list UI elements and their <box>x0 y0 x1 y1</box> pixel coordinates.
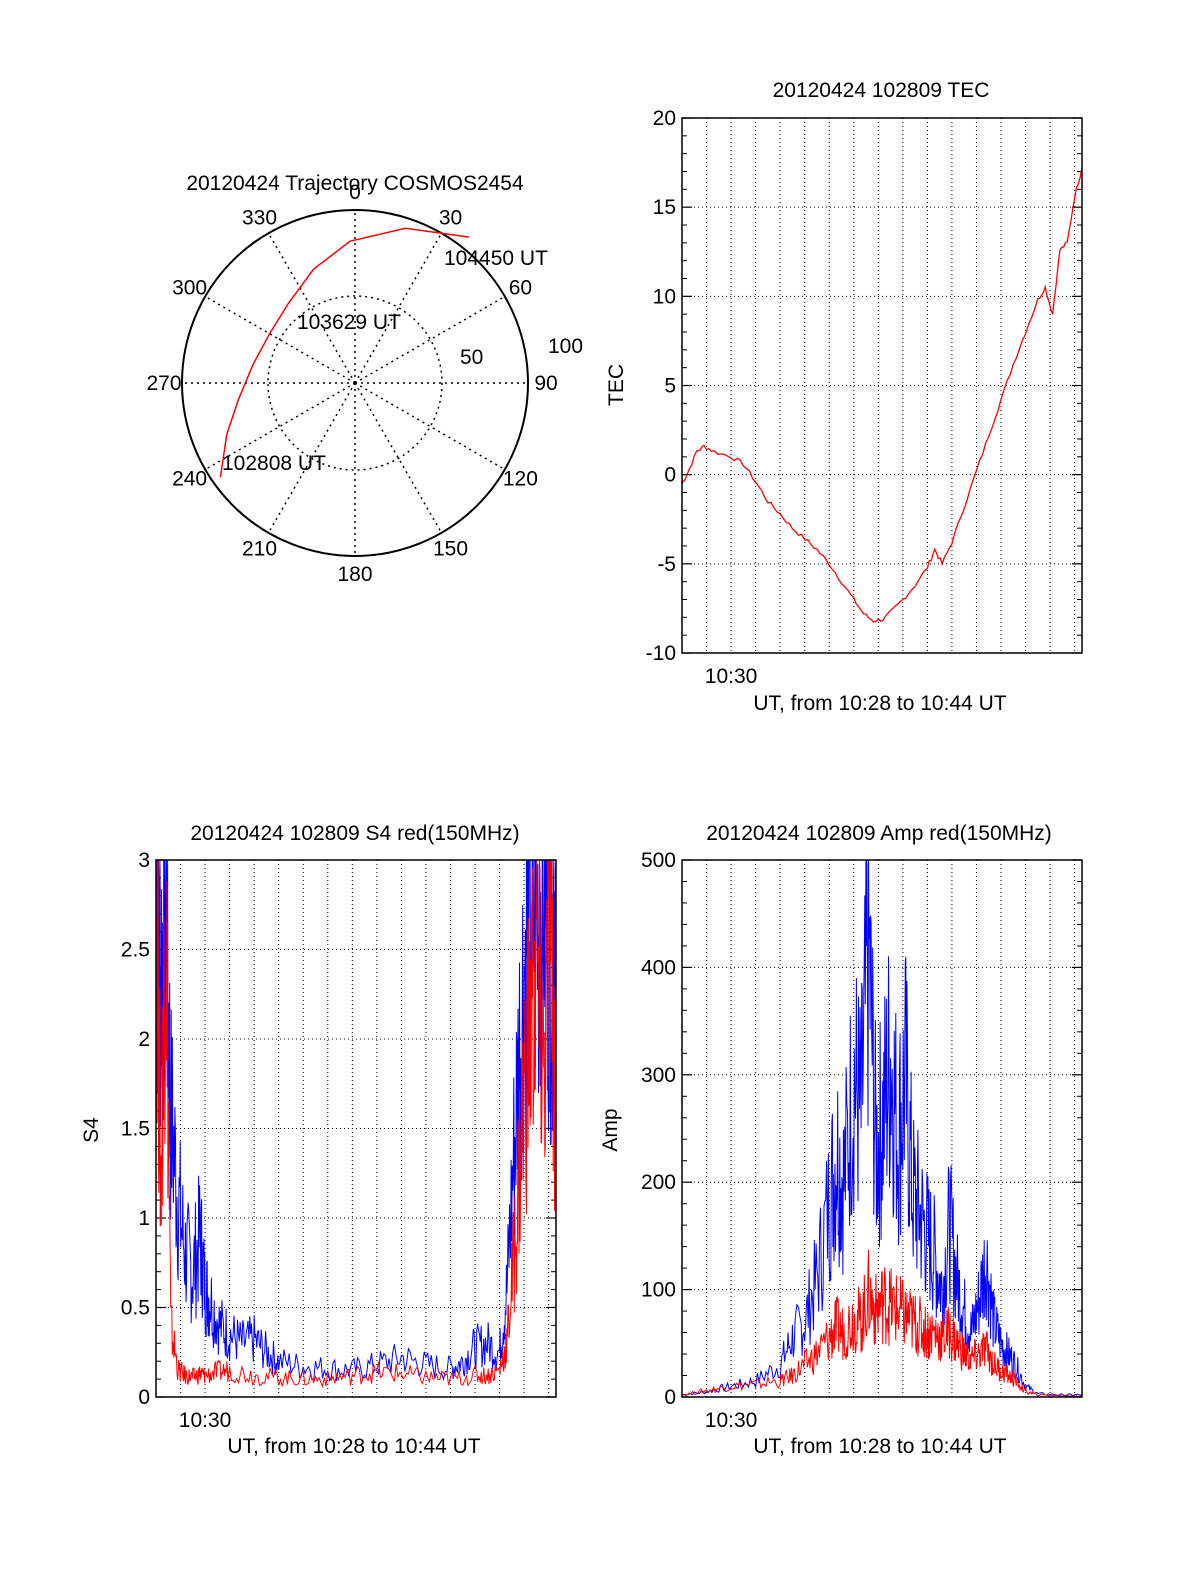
s4-ytick-label: 3 <box>138 849 150 872</box>
polar-azimuth-label: 120 <box>503 468 538 491</box>
tec-ytick-label: 10 <box>653 285 676 308</box>
tec-xtick-label: 10:30 <box>705 665 758 688</box>
polar-azimuth-label: 210 <box>242 537 277 560</box>
polar-spoke <box>204 295 356 384</box>
s4-ytick-label: 0 <box>138 1386 150 1409</box>
polar-azimuth-label: 330 <box>242 207 277 230</box>
polar-azimuth-label: 300 <box>172 277 207 300</box>
s4-ytick-label: 2.5 <box>121 939 150 962</box>
polar-ring-label-100: 100 <box>548 335 583 358</box>
amp-xtick-label: 10:30 <box>705 1409 758 1432</box>
amp-series-line <box>681 859 1083 1397</box>
s4-x-label: UT, from 10:28 to 10:44 UT <box>227 1435 480 1458</box>
track-start-label: 102808 UT <box>222 452 326 475</box>
polar-azimuth-label: 180 <box>337 563 372 586</box>
s4-ytick-label: 1 <box>138 1207 150 1230</box>
tec-x-tick-labels: 10:30 <box>705 665 758 688</box>
tec-plot-frame <box>681 117 1083 654</box>
tec-ytick-label: 20 <box>653 107 676 130</box>
tec-ytick-label: 15 <box>653 196 676 219</box>
s4-title: 20120424 102809 S4 red(150MHz) <box>190 822 519 845</box>
amp-plot-frame <box>681 859 1083 1398</box>
polar-azimuth-label: 270 <box>146 372 181 395</box>
tec-ytick-label: 0 <box>664 464 676 487</box>
tec-series-line <box>681 167 1083 623</box>
amp-ytick-label: 400 <box>641 956 676 979</box>
track-end-label: 104450 UT <box>444 247 548 270</box>
tec-title: 20120424 102809 TEC <box>773 79 990 102</box>
amp-title: 20120424 102809 Amp red(150MHz) <box>706 822 1052 845</box>
tec-y-tick-labels: -10 -5 0 5 10 15 20 <box>646 107 676 665</box>
polar-spoke <box>354 232 443 384</box>
polar-spoke <box>354 295 506 384</box>
s4-series <box>155 859 557 1389</box>
tec-ytick-label: 5 <box>664 375 676 398</box>
polar-azimuth-labels: 0 30 60 90 120 150 180 210 240 270 300 330 <box>146 181 557 586</box>
amp-x-label: UT, from 10:28 to 10:44 UT <box>753 1435 1006 1458</box>
tec-x-label: UT, from 10:28 to 10:44 UT <box>753 692 1006 715</box>
polar-spoke <box>267 382 356 534</box>
polar-azimuth-label: 240 <box>172 468 207 491</box>
s4-x-tick-labels: 10:30 <box>179 1409 232 1432</box>
amp-panel: 20120424 102809 Amp red(150MHz) 0 100 200 3… <box>599 822 1083 1458</box>
s4-ytick-label: 0.5 <box>121 1297 150 1320</box>
s4-y-tick-labels: 0 0.5 1 1.5 2 2.5 3 <box>121 849 150 1409</box>
s4-plot-frame <box>155 859 557 1398</box>
amp-ytick-label: 200 <box>641 1171 676 1194</box>
amp-y-label: Amp <box>599 1108 622 1151</box>
polar-ring-50 <box>267 295 443 471</box>
polar-spoke <box>354 382 506 471</box>
tec-y-label: TEC <box>605 364 628 406</box>
polar-spoke <box>204 382 356 471</box>
polar-azimuth-label: 150 <box>433 537 468 560</box>
s4-y-label: S4 <box>80 1117 103 1143</box>
s4-ytick-label: 1.5 <box>121 1118 150 1141</box>
amp-ytick-label: 300 <box>641 1064 676 1087</box>
tec-ytick-label: -5 <box>657 553 676 576</box>
s4-series-line <box>155 859 557 1389</box>
s4-panel: 20120424 102809 S4 red(150MHz) 0 0.5 1 1.5 2… <box>80 822 557 1458</box>
polar-spoke <box>354 382 443 534</box>
polar-azimuth-label: 30 <box>439 207 462 230</box>
polar-ring-label-50: 50 <box>460 346 483 369</box>
s4-ytick-label: 2 <box>138 1028 150 1051</box>
amp-series-line <box>681 1249 1083 1397</box>
polar-azimuth-label: 90 <box>534 372 557 395</box>
amp-ytick-label: 100 <box>641 1279 676 1302</box>
amp-y-tick-labels: 0 100 200 300 400 500 <box>641 849 676 1409</box>
polar-spoke <box>267 232 356 384</box>
polar-azimuth-label: 60 <box>509 277 532 300</box>
tec-series <box>681 167 1083 623</box>
amp-x-tick-labels: 10:30 <box>705 1409 758 1432</box>
polar-panel: 20120424 Trajectory COSMOS2454 0 30 60 90 12… <box>146 172 583 586</box>
amp-series <box>681 859 1083 1397</box>
polar-azimuth-label: 0 <box>349 181 361 204</box>
tec-ytick-label: -10 <box>646 642 676 665</box>
polar-spokes <box>182 210 528 556</box>
amp-ytick-label: 0 <box>664 1386 676 1409</box>
track-mid-label: 103629 UT <box>297 311 401 334</box>
s4-xtick-label: 10:30 <box>179 1409 232 1432</box>
polar-title: 20120424 Trajectory COSMOS2454 <box>186 172 524 195</box>
trajectory-track <box>219 227 470 478</box>
polar-outer-circle <box>181 209 529 557</box>
amp-ytick-label: 500 <box>641 849 676 872</box>
